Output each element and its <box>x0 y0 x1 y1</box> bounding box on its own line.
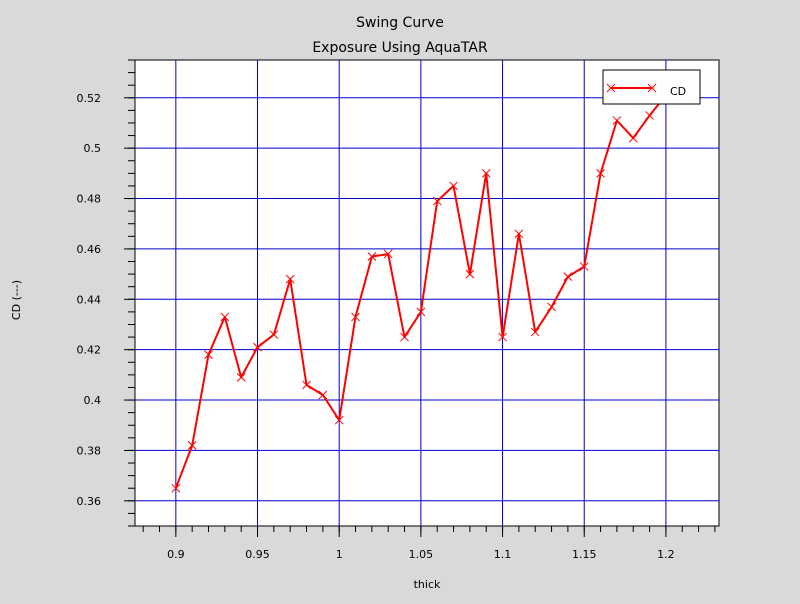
legend-swatch-marker <box>606 83 616 93</box>
y-tick-label: 0.36 <box>77 495 102 508</box>
data-point-marker <box>547 302 556 312</box>
x-tick-label: 1 <box>336 548 343 561</box>
y-tick-label: 0.48 <box>77 193 102 206</box>
data-point-marker <box>285 274 295 284</box>
y-tick-label: 0.52 <box>77 92 102 105</box>
x-tick-label: 1.1 <box>494 548 512 561</box>
marker-stroke <box>465 269 475 279</box>
marker-stroke <box>432 196 442 206</box>
marker-stroke <box>269 330 279 339</box>
data-point-marker <box>612 116 622 125</box>
data-point-marker <box>171 483 181 493</box>
y-tick-label: 0.46 <box>77 243 102 256</box>
x-tick-label: 1.15 <box>572 548 597 561</box>
data-point-marker <box>449 181 458 191</box>
marker-stroke <box>579 262 589 271</box>
marker-stroke <box>563 272 573 281</box>
data-point-marker <box>302 380 311 390</box>
marker-stroke <box>400 332 409 342</box>
data-point-marker <box>187 441 197 450</box>
plot-area <box>134 59 720 527</box>
data-point-marker <box>481 168 491 178</box>
y-tick-label: 0.4 <box>84 394 102 407</box>
marker-stroke <box>498 332 507 342</box>
data-point-marker <box>367 252 377 261</box>
data-point-marker <box>645 111 654 120</box>
x-tick-label: 0.9 <box>167 548 185 561</box>
data-point-marker <box>351 312 360 322</box>
y-tick-label: 0.42 <box>77 344 102 357</box>
marker-stroke <box>596 168 605 178</box>
legend-swatch <box>606 83 657 93</box>
data-point-marker <box>204 350 213 360</box>
marker-stroke <box>514 229 524 239</box>
grid <box>135 60 719 526</box>
axes: 0.9 0.95 1 1.05 1.1 1.15 1.2 0.36 0.38 0.4 0.42 0.4… <box>77 59 716 561</box>
data-point-marker <box>530 327 540 337</box>
marker-stroke <box>171 483 181 493</box>
marker-stroke <box>367 252 377 261</box>
y-tick-label: 0.44 <box>77 293 102 306</box>
x-tick-label: 1.2 <box>657 548 675 561</box>
data-point-marker <box>253 342 262 352</box>
data-point-marker <box>465 269 475 279</box>
marker-stroke <box>351 312 360 322</box>
x-tick-label: 0.95 <box>245 548 270 561</box>
marker-stroke <box>449 181 458 191</box>
marker-stroke <box>612 116 622 125</box>
data-point-marker <box>269 330 279 339</box>
marker-stroke <box>236 373 246 382</box>
data-point-marker <box>596 168 605 178</box>
marker-stroke <box>606 83 616 93</box>
data-point-marker <box>318 390 328 400</box>
chart-subtitle: Exposure Using AquaTAR <box>312 40 488 56</box>
legend-label: CD <box>670 85 686 98</box>
y-tick-label: 0.5 <box>84 142 102 155</box>
data-point-marker <box>579 262 589 271</box>
marker-stroke <box>383 249 393 259</box>
marker-stroke <box>530 327 540 337</box>
marker-stroke <box>285 274 295 284</box>
data-point-marker <box>400 332 409 342</box>
data-point-marker <box>432 196 442 206</box>
data-point-marker <box>236 373 246 382</box>
legend: CD <box>602 69 701 105</box>
y-tick-label: 0.38 <box>77 444 102 457</box>
legend-swatch-marker <box>647 83 657 93</box>
x-axis-label: thick <box>414 578 441 591</box>
x-tick-label: 1.05 <box>409 548 434 561</box>
marker-stroke <box>628 133 638 143</box>
y-axis-label: CD (---) <box>10 280 23 320</box>
marker-stroke <box>318 390 328 400</box>
data-point-marker <box>563 272 573 281</box>
marker-stroke <box>645 111 654 120</box>
data-point-marker <box>628 133 638 143</box>
marker-stroke <box>547 302 556 312</box>
marker-stroke <box>302 380 311 390</box>
marker-stroke <box>647 83 657 93</box>
data-point-marker <box>383 249 393 259</box>
marker-stroke <box>416 307 426 317</box>
data-point-marker <box>334 415 344 425</box>
marker-stroke <box>220 312 230 322</box>
marker-stroke <box>334 415 344 425</box>
marker-stroke <box>481 168 491 178</box>
series-layer <box>171 90 671 493</box>
marker-stroke <box>204 350 213 360</box>
data-point-marker <box>498 332 507 342</box>
data-point-marker <box>220 312 230 322</box>
marker-stroke <box>253 342 262 352</box>
chart-title: Swing Curve <box>356 15 444 31</box>
marker-stroke <box>187 441 197 450</box>
data-point-marker <box>514 229 524 239</box>
data-point-marker <box>416 307 426 317</box>
